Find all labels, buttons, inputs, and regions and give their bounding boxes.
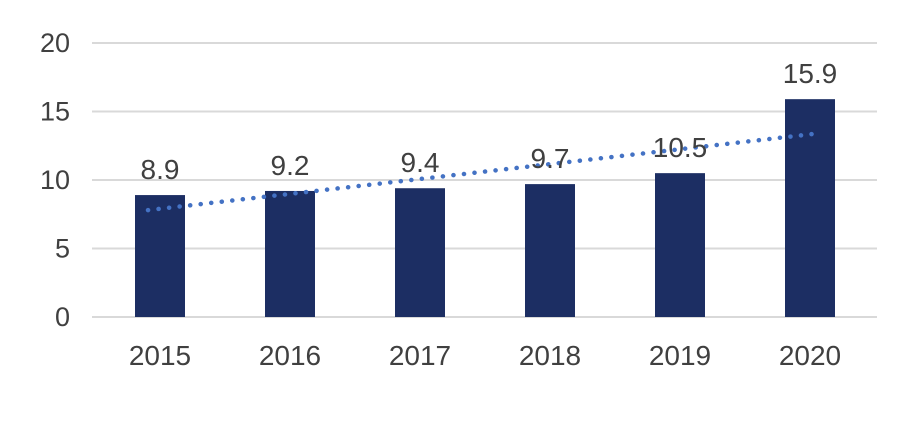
x-tick-label: 2015 [129, 340, 191, 371]
data-label: 10.5 [653, 132, 708, 163]
bar [265, 190, 315, 317]
x-tick-label: 2020 [779, 340, 841, 371]
bar [525, 184, 575, 317]
y-tick-label: 5 [55, 234, 70, 264]
data-label: 9.4 [401, 147, 440, 178]
bar [785, 99, 835, 317]
data-label: 9.2 [271, 150, 310, 181]
trendline [145, 131, 821, 213]
x-tick-label: 2018 [519, 340, 581, 371]
x-tick-label: 2017 [389, 340, 451, 371]
y-tick-label: 15 [40, 97, 70, 127]
data-label: 9.7 [531, 143, 570, 174]
data-label: 8.9 [141, 154, 180, 185]
bar [655, 173, 705, 317]
y-tick-label: 20 [40, 28, 70, 58]
y-tick-label: 0 [55, 302, 70, 332]
bar [135, 195, 185, 317]
x-tick-label: 2016 [259, 340, 321, 371]
data-label: 15.9 [783, 58, 838, 89]
bar [395, 188, 445, 317]
y-tick-label: 10 [40, 165, 70, 195]
x-tick-label: 2019 [649, 340, 711, 371]
